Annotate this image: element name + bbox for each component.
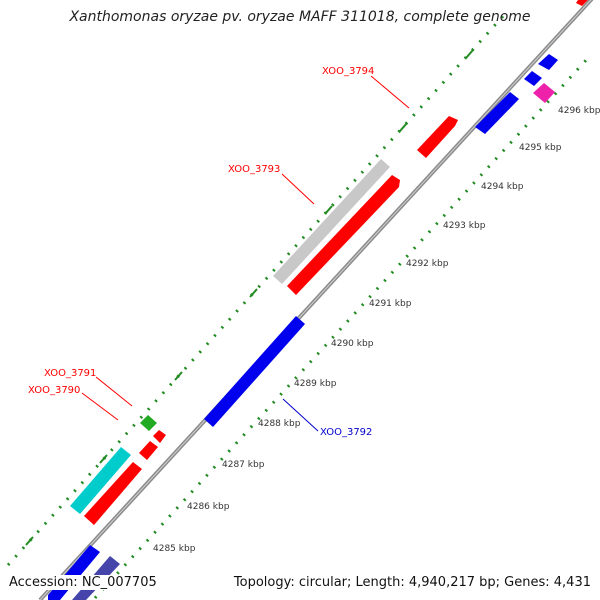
chart-title: Xanthomonas oryzae pv. oryzae MAFF 31101… [69,9,531,25]
tick-label: 4290 kbp [331,339,374,349]
gene-feature-red-small-2[interactable] [139,441,158,460]
gene-features [48,0,588,600]
genome-axis-highlight [39,0,592,600]
tick-label: 4289 kbp [294,379,337,389]
tick-label: 4286 kbp [187,502,230,512]
gene-feature-blue-upper-2[interactable] [524,71,542,86]
inner-dotted-track [93,56,590,600]
gene-label-XOO_3793[interactable]: XOO_3793 [228,164,280,175]
tick-label: 4293 kbp [443,221,486,231]
gene-feature-XOO_3791[interactable] [140,415,157,431]
tick-label: 4296 kbp [558,106,600,116]
tick-label: 4294 kbp [481,182,524,192]
gene-label-XOO_3790[interactable]: XOO_3790 [28,385,80,396]
gene-feature-red-corner[interactable] [576,0,588,6]
tick-label: 4291 kbp [369,299,412,309]
gene-feature-red-small-1[interactable] [153,430,166,443]
accession-label: Accession: NC_007705 [9,575,157,590]
leader-lines [81,75,410,432]
gene-feature-red-lower[interactable] [84,462,142,525]
tick-label: 4288 kbp [258,419,301,429]
topology-label: Topology: circular; Length: 4,940,217 bp… [233,575,591,590]
tick-label: 4292 kbp [406,259,449,269]
gene-feature-XOO_3790[interactable] [70,447,131,514]
outer-tick-marks [25,49,474,546]
gene-label-XOO_3791[interactable]: XOO_3791 [44,368,96,379]
gene-feature-XOO_3792[interactable] [204,316,305,427]
tick-label: 4287 kbp [222,460,265,470]
gene-feature-XOO_3794[interactable] [417,116,458,158]
gene-feature-red-long[interactable] [287,175,400,295]
gene-feature-XOO_3793[interactable] [273,159,390,284]
tick-label: 4295 kbp [519,143,562,153]
genome-axis [38,0,594,600]
tick-label: 4285 kbp [153,544,196,554]
gene-feature-blue-upper-1[interactable] [475,92,519,134]
gene-label-XOO_3794[interactable]: XOO_3794 [322,66,374,77]
gene-label-XOO_3792[interactable]: XOO_3792 [320,427,372,438]
gene-feature-magenta[interactable] [533,83,555,103]
gene-feature-blue-upper-3[interactable] [538,54,558,70]
